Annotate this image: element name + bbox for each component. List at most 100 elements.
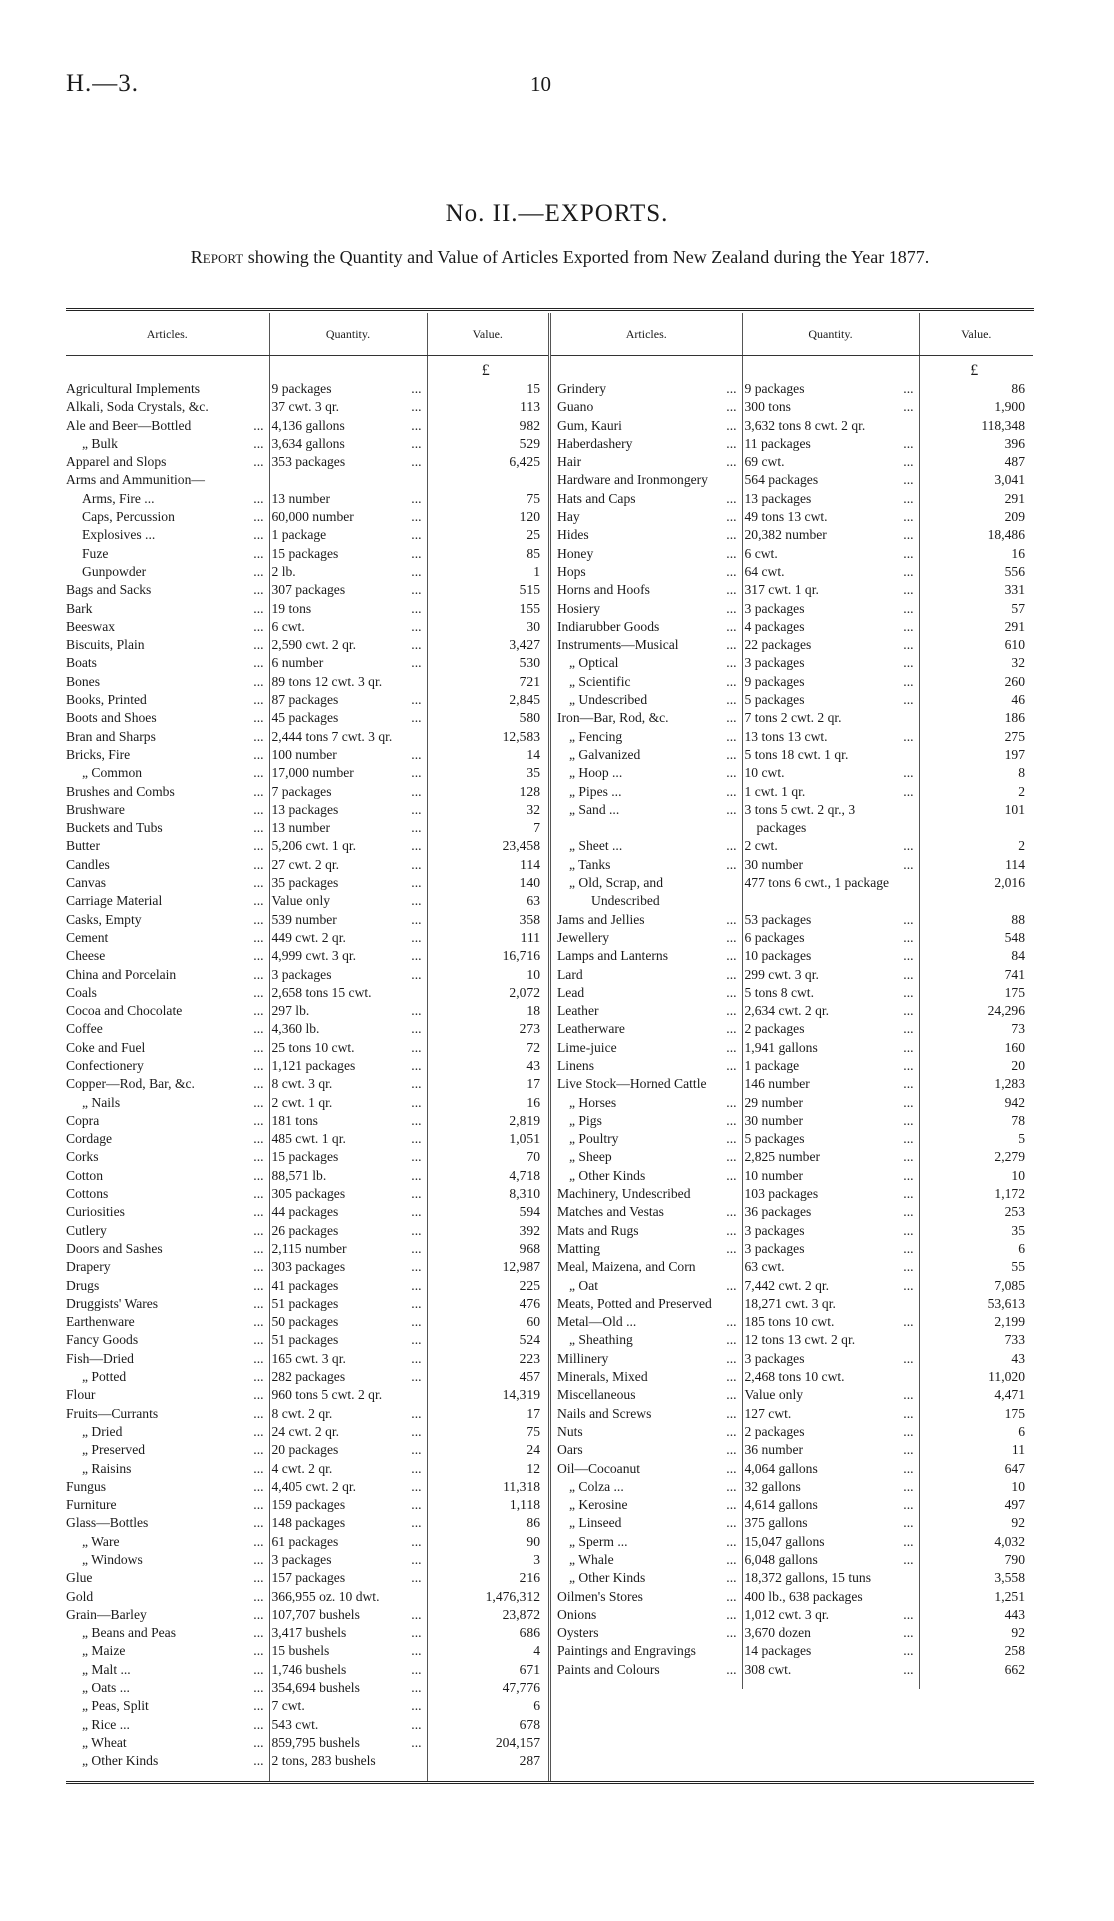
article-name: Confectionery (66, 1056, 270, 1076)
article-value: 968 (519, 1240, 540, 1256)
article-value: 1,118 (509, 1497, 540, 1513)
article-name: Gold (66, 1587, 270, 1606)
article-name: „ Sand ... (551, 800, 743, 838)
article-quantity: 87 packages (269, 691, 428, 710)
article-value: 515 (519, 582, 540, 598)
table-row: „ Maize15 bushels 4 (66, 1642, 548, 1661)
article-value: 114 (1005, 856, 1025, 872)
page-number: 10 (530, 72, 551, 96)
article-quantity: 9 packages (742, 380, 920, 399)
column-header-articles: Articles. (551, 313, 743, 356)
table-row: Copper—Rod, Bar, &c.8 cwt. 3 qr. 17 (66, 1075, 548, 1094)
article-quantity: 3 packages (269, 965, 428, 984)
article-quantity: 41 packages (269, 1276, 428, 1295)
table-row: Bricks, Fire100 number 14 (66, 745, 548, 765)
article-name: Hosiery (551, 599, 743, 618)
article-quantity: 37 cwt. 3 qr. (269, 398, 428, 417)
table-row: „ Undescribed5 packages 46 (551, 691, 1033, 710)
article-value: 155 (519, 600, 540, 616)
table-row: Cordage485 cwt. 1 qr. 1,051 (66, 1130, 548, 1149)
article-quantity: 2,634 cwt. 2 qr. (742, 1002, 920, 1021)
exports-table-right-half: Articles. Quantity. Value. £ Grindery9 p… (551, 313, 1033, 1781)
article-value: 457 (519, 1369, 540, 1385)
article-value: 32 (526, 801, 540, 817)
table-row: Jewellery6 packages 548 (551, 928, 1033, 948)
article-name: Alkali, Soda Crystals, &c. (66, 398, 270, 417)
table-row: Cottons305 packages 8,310 (66, 1185, 548, 1204)
article-name: Earthenware (66, 1313, 270, 1332)
table-row: Furniture159 packages 1,118 (66, 1496, 548, 1515)
article-quantity: 300 tons (742, 398, 920, 417)
article-quantity: 10 number (742, 1166, 920, 1185)
article-value: 594 (519, 1204, 540, 1220)
article-name: Leatherware (551, 1020, 743, 1039)
table-row: Instruments—Musical22 packages 610 (551, 636, 1033, 655)
article-value: 46 (1011, 692, 1025, 708)
article-name: Corks (66, 1148, 270, 1167)
table-row: Cheese4,999 cwt. 3 qr. 16,716 (66, 947, 548, 966)
article-quantity: 4,360 lb. (269, 1020, 428, 1039)
article-value: 60 (526, 1314, 540, 1330)
article-value: 78 (1011, 1112, 1025, 1128)
table-row: Arms, Fire ...13 number 75 (66, 489, 548, 508)
article-quantity: 543 cwt. (269, 1715, 428, 1734)
table-row: Hair69 cwt. 487 (551, 453, 1033, 472)
article-quantity: 7 tons 2 cwt. 2 qr. (742, 709, 920, 728)
article-quantity: 32 gallons (742, 1477, 920, 1496)
article-name: Coke and Fuel (66, 1038, 270, 1057)
article-value: 530 (519, 655, 540, 671)
article-quantity: 12 tons 13 cwt. 2 qr. (742, 1331, 920, 1350)
article-value: 556 (1004, 563, 1025, 579)
table-row: Lard299 cwt. 3 qr. 741 (551, 965, 1033, 984)
article-value: 11 (1011, 1442, 1025, 1458)
article-name: Fancy Goods (66, 1331, 270, 1350)
table-row: Linens1 package 20 (551, 1056, 1033, 1076)
article-quantity: 7,442 cwt. 2 qr. (742, 1276, 920, 1295)
article-name: Oars (551, 1441, 743, 1460)
table-row: Fruits—Currants8 cwt. 2 qr. 17 (66, 1404, 548, 1423)
table-row: Boats6 number 530 (66, 654, 548, 673)
article-name: Furniture (66, 1496, 270, 1515)
article-name: Leather (551, 1002, 743, 1021)
table-row: „ Preserved20 packages 24 (66, 1441, 548, 1460)
article-name: Hardware and Ironmongery (551, 471, 743, 490)
article-name: Lead (551, 983, 743, 1002)
table-row: „ Old, Scrap, and Undescribed 477 tons 6 … (551, 874, 1033, 911)
article-value: 32 (1011, 655, 1025, 671)
article-quantity: 69 cwt. (742, 453, 920, 472)
table-row: Candles27 cwt. 2 qr. 114 (66, 855, 548, 874)
table-row: „ Scientific9 packages 260 (551, 672, 1033, 691)
article-value: 4 (533, 1643, 540, 1659)
article-quantity: 308 cwt. (742, 1660, 920, 1690)
article-name: „ Oat (551, 1276, 743, 1295)
table-row: Doors and Sashes2,115 number 968 (66, 1239, 548, 1259)
article-name: Ale and Beer—Bottled (66, 416, 270, 435)
article-value: 24 (526, 1442, 540, 1458)
article-quantity: 477 tons 6 cwt., 1 package (742, 874, 920, 911)
article-value: 12,987 (502, 1259, 540, 1275)
article-value: 84 (1011, 948, 1025, 964)
article-name: Glass—Bottles (66, 1514, 270, 1533)
article-name: „ Colza ... (551, 1477, 743, 1496)
article-name: Bark (66, 599, 270, 618)
table-row: Hats and Caps13 packages 291 (551, 489, 1033, 508)
article-value: 101 (1004, 801, 1025, 817)
article-value: 175 (1004, 984, 1025, 1000)
article-value: 85 (526, 545, 540, 561)
table-row: „ Dried24 cwt. 2 qr. 75 (66, 1422, 548, 1442)
table-row: Bran and Sharps2,444 tons 7 cwt. 3 qr. 12… (66, 727, 548, 746)
article-name: Cocoa and Chocolate (66, 1002, 270, 1021)
article-quantity: 26 packages (269, 1221, 428, 1240)
article-quantity: 24 cwt. 2 qr. (269, 1422, 428, 1442)
article-value: 2,279 (994, 1149, 1025, 1165)
article-quantity: 5 tons 18 cwt. 1 qr. (742, 745, 920, 765)
article-name: Oilmen's Stores (551, 1587, 743, 1606)
article-name: Gum, Kauri (551, 416, 743, 435)
article-quantity: 13 number (269, 819, 428, 838)
article-quantity: 148 packages (269, 1514, 428, 1533)
table-row: Druggists' Wares51 packages 476 (66, 1294, 548, 1313)
table-row: Oil—Cocoanut4,064 gallons 647 (551, 1459, 1033, 1478)
article-name: „ Common (66, 764, 270, 783)
article-quantity: 107,707 bushels (269, 1605, 428, 1624)
